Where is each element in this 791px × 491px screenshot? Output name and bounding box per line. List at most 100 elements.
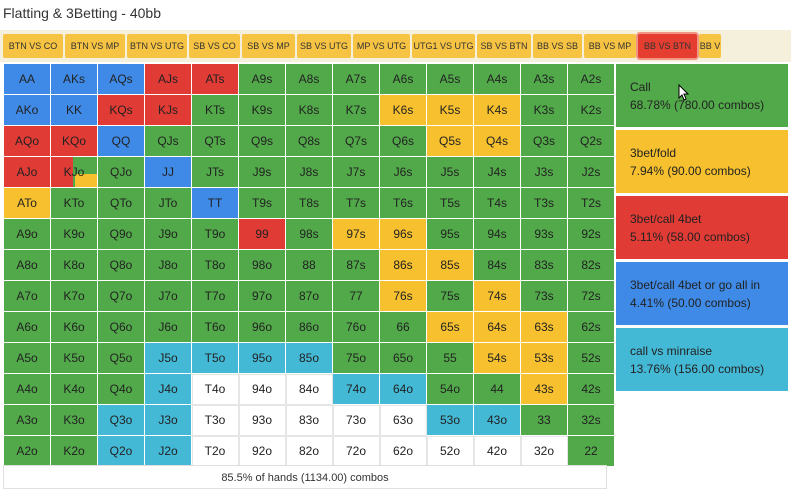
hand-cell-43s[interactable]: 43s (520, 373, 568, 405)
hand-cell-63o[interactable]: 63o (379, 404, 427, 436)
hand-cell-A2s[interactable]: A2s (567, 63, 615, 95)
tab-sb-vs-mp[interactable]: SB VS MP (242, 34, 295, 58)
hand-cell-AJs[interactable]: AJs (144, 63, 192, 95)
hand-cell-Q3o[interactable]: Q3o (97, 404, 145, 436)
hand-cell-62s[interactable]: 62s (567, 311, 615, 343)
hand-cell-76s[interactable]: 76s (379, 280, 427, 312)
tab-btn-vs-utg[interactable]: BTN VS UTG (127, 34, 187, 58)
hand-cell-55[interactable]: 55 (426, 342, 474, 374)
hand-cell-A6o[interactable]: A6o (3, 311, 51, 343)
hand-cell-96o[interactable]: 96o (238, 311, 286, 343)
hand-cell-K3o[interactable]: K3o (50, 404, 98, 436)
hand-cell-A8s[interactable]: A8s (285, 63, 333, 95)
hand-cell-99[interactable]: 99 (238, 218, 286, 250)
hand-cell-95s[interactable]: 95s (426, 218, 474, 250)
hand-cell-K9o[interactable]: K9o (50, 218, 98, 250)
hand-cell-43o[interactable]: 43o (473, 404, 521, 436)
hand-cell-T4o[interactable]: T4o (191, 373, 239, 405)
hand-cell-72s[interactable]: 72s (567, 280, 615, 312)
hand-cell-87s[interactable]: 87s (332, 249, 380, 281)
hand-cell-A8o[interactable]: A8o (3, 249, 51, 281)
hand-cell-K7o[interactable]: K7o (50, 280, 98, 312)
hand-cell-AJo[interactable]: AJo (3, 156, 51, 188)
hand-cell-J8s[interactable]: J8s (285, 156, 333, 188)
hand-cell-A6s[interactable]: A6s (379, 63, 427, 95)
hand-cell-K2o[interactable]: K2o (50, 435, 98, 467)
hand-cell-A5o[interactable]: A5o (3, 342, 51, 374)
hand-cell-J6o[interactable]: J6o (144, 311, 192, 343)
hand-cell-K4s[interactable]: K4s (473, 94, 521, 126)
hand-cell-76o[interactable]: 76o (332, 311, 380, 343)
hand-cell-A4s[interactable]: A4s (473, 63, 521, 95)
hand-cell-J3s[interactable]: J3s (520, 156, 568, 188)
hand-cell-86o[interactable]: 86o (285, 311, 333, 343)
hand-cell-QQ[interactable]: QQ (97, 125, 145, 157)
hand-cell-73s[interactable]: 73s (520, 280, 568, 312)
hand-cell-94o[interactable]: 94o (238, 373, 286, 405)
hand-cell-K2s[interactable]: K2s (567, 94, 615, 126)
hand-cell-ATo[interactable]: ATo (3, 187, 51, 219)
hand-cell-74s[interactable]: 74s (473, 280, 521, 312)
hand-cell-ATs[interactable]: ATs (191, 63, 239, 95)
tab-sb-vs-btn[interactable]: SB VS BTN (477, 34, 531, 58)
hand-cell-75s[interactable]: 75s (426, 280, 474, 312)
hand-cell-Q5s[interactable]: Q5s (426, 125, 474, 157)
hand-cell-44[interactable]: 44 (473, 373, 521, 405)
hand-cell-J5s[interactable]: J5s (426, 156, 474, 188)
tab-mp-vs-utg[interactable]: MP VS UTG (353, 34, 410, 58)
hand-cell-T5s[interactable]: T5s (426, 187, 474, 219)
hand-cell-32o[interactable]: 32o (520, 435, 568, 467)
hand-cell-J9o[interactable]: J9o (144, 218, 192, 250)
hand-cell-83o[interactable]: 83o (285, 404, 333, 436)
tab-bb-vs-btn[interactable]: BB VS BTN (638, 34, 697, 58)
hand-cell-42o[interactable]: 42o (473, 435, 521, 467)
hand-cell-92s[interactable]: 92s (567, 218, 615, 250)
hand-cell-JTo[interactable]: JTo (144, 187, 192, 219)
hand-cell-54s[interactable]: 54s (473, 342, 521, 374)
hand-cell-K6o[interactable]: K6o (50, 311, 98, 343)
hand-cell-T7o[interactable]: T7o (191, 280, 239, 312)
hand-cell-J2o[interactable]: J2o (144, 435, 192, 467)
hand-cell-T4s[interactable]: T4s (473, 187, 521, 219)
hand-cell-33[interactable]: 33 (520, 404, 568, 436)
hand-cell-T6o[interactable]: T6o (191, 311, 239, 343)
hand-cell-65o[interactable]: 65o (379, 342, 427, 374)
hand-cell-64s[interactable]: 64s (473, 311, 521, 343)
hand-cell-66[interactable]: 66 (379, 311, 427, 343)
hand-cell-T5o[interactable]: T5o (191, 342, 239, 374)
hand-cell-85s[interactable]: 85s (426, 249, 474, 281)
hand-cell-T2o[interactable]: T2o (191, 435, 239, 467)
hand-cell-74o[interactable]: 74o (332, 373, 380, 405)
hand-cell-T3o[interactable]: T3o (191, 404, 239, 436)
hand-cell-KTo[interactable]: KTo (50, 187, 98, 219)
tab-bb-vs-mp[interactable]: BB VS MP (584, 34, 636, 58)
hand-cell-Q2o[interactable]: Q2o (97, 435, 145, 467)
tab-utg1-vs-utg[interactable]: UTG1 VS UTG (412, 34, 475, 58)
hand-cell-K9s[interactable]: K9s (238, 94, 286, 126)
hand-cell-KJs[interactable]: KJs (144, 94, 192, 126)
tab-bb-vs-sb[interactable]: BB VS SB (533, 34, 582, 58)
hand-cell-72o[interactable]: 72o (332, 435, 380, 467)
hand-cell-22[interactable]: 22 (567, 435, 615, 467)
hand-cell-96s[interactable]: 96s (379, 218, 427, 250)
hand-cell-J6s[interactable]: J6s (379, 156, 427, 188)
hand-cell-J4s[interactable]: J4s (473, 156, 521, 188)
hand-cell-93s[interactable]: 93s (520, 218, 568, 250)
hand-cell-AQs[interactable]: AQs (97, 63, 145, 95)
hand-cell-J8o[interactable]: J8o (144, 249, 192, 281)
hand-cell-QTo[interactable]: QTo (97, 187, 145, 219)
hand-cell-KQo[interactable]: KQo (50, 125, 98, 157)
hand-cell-KQs[interactable]: KQs (97, 94, 145, 126)
hand-cell-64o[interactable]: 64o (379, 373, 427, 405)
hand-cell-54o[interactable]: 54o (426, 373, 474, 405)
hand-cell-65s[interactable]: 65s (426, 311, 474, 343)
hand-cell-K4o[interactable]: K4o (50, 373, 98, 405)
hand-cell-Q4s[interactable]: Q4s (473, 125, 521, 157)
hand-cell-J9s[interactable]: J9s (238, 156, 286, 188)
hand-cell-A7o[interactable]: A7o (3, 280, 51, 312)
hand-cell-T3s[interactable]: T3s (520, 187, 568, 219)
tab-sb-vs-co[interactable]: SB VS CO (189, 34, 240, 58)
hand-cell-T9o[interactable]: T9o (191, 218, 239, 250)
hand-cell-53s[interactable]: 53s (520, 342, 568, 374)
hand-cell-86s[interactable]: 86s (379, 249, 427, 281)
